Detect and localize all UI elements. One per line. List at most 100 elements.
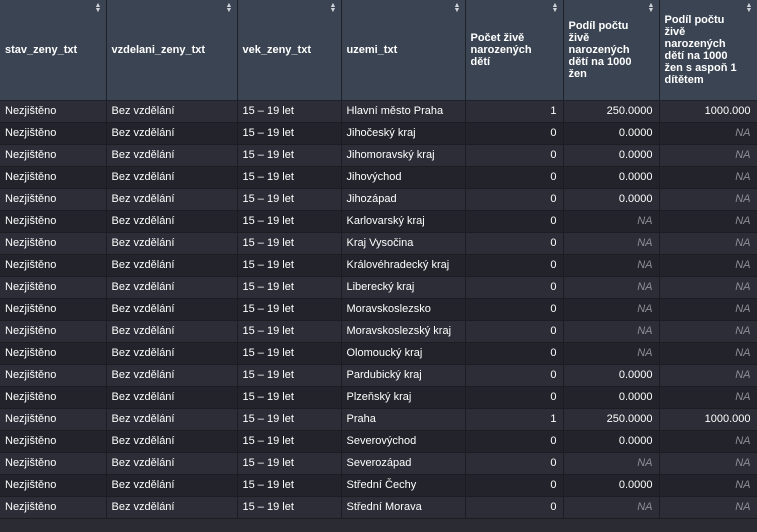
cell-pocet-narozenych[interactable]: 0 xyxy=(465,452,564,475)
table-row[interactable]: Nezjištěno Bez vzdělání 15 – 19 let Moravsk… xyxy=(0,320,757,343)
cell-vzdelani-zeny[interactable]: Bez vzdělání xyxy=(106,144,238,167)
cell-pocet-narozenych[interactable]: 0 xyxy=(465,342,564,365)
cell-stav-zeny[interactable]: Nezjištěno xyxy=(0,320,107,343)
table-row[interactable]: Nezjištěno Bez vzdělání 15 – 19 let Hlavní … xyxy=(0,100,757,123)
sort-arrows-icon[interactable]: ▲ ▼ xyxy=(551,2,559,14)
cell-podil-na-1000-zen[interactable]: NA xyxy=(563,276,660,299)
cell-pocet-narozenych[interactable]: 1 xyxy=(465,408,564,431)
cell-vek-zeny[interactable]: 15 – 19 let xyxy=(237,364,342,387)
cell-vek-zeny[interactable]: 15 – 19 let xyxy=(237,144,342,167)
cell-vzdelani-zeny[interactable]: Bez vzdělání xyxy=(106,474,238,497)
cell-podil-na-1000-zen[interactable]: 0.0000 xyxy=(563,188,660,211)
cell-vzdelani-zeny[interactable]: Bez vzdělání xyxy=(106,496,238,519)
table-row[interactable]: Nezjištěno Bez vzdělání 15 – 19 let Plzeňsk… xyxy=(0,386,757,409)
cell-podil-s-ditetem[interactable]: NA xyxy=(659,276,757,299)
cell-vzdelani-zeny[interactable]: Bez vzdělání xyxy=(106,232,238,255)
cell-uzemi[interactable]: Jihočeský kraj xyxy=(341,122,466,145)
cell-podil-na-1000-zen[interactable]: NA xyxy=(563,298,660,321)
cell-uzemi[interactable]: Královéhradecký kraj xyxy=(341,254,466,277)
table-row[interactable]: Nezjištěno Bez vzdělání 15 – 19 let Jihočes… xyxy=(0,122,757,145)
cell-pocet-narozenych[interactable]: 0 xyxy=(465,298,564,321)
cell-vek-zeny[interactable]: 15 – 19 let xyxy=(237,188,342,211)
cell-stav-zeny[interactable]: Nezjištěno xyxy=(0,254,107,277)
table-row[interactable]: Nezjištěno Bez vzdělání 15 – 19 let Pardubi… xyxy=(0,364,757,387)
sort-arrows-icon[interactable]: ▲ ▼ xyxy=(453,2,461,14)
cell-vzdelani-zeny[interactable]: Bez vzdělání xyxy=(106,188,238,211)
sort-arrows-icon[interactable]: ▲ ▼ xyxy=(329,2,337,14)
cell-podil-na-1000-zen[interactable]: 0.0000 xyxy=(563,166,660,189)
cell-uzemi[interactable]: Olomoucký kraj xyxy=(341,342,466,365)
cell-podil-s-ditetem[interactable]: NA xyxy=(659,496,757,519)
cell-vzdelani-zeny[interactable]: Bez vzdělání xyxy=(106,408,238,431)
cell-uzemi[interactable]: Jihovýchod xyxy=(341,166,466,189)
cell-vek-zeny[interactable]: 15 – 19 let xyxy=(237,254,342,277)
cell-podil-s-ditetem[interactable]: NA xyxy=(659,298,757,321)
cell-stav-zeny[interactable]: Nezjištěno xyxy=(0,298,107,321)
cell-vzdelani-zeny[interactable]: Bez vzdělání xyxy=(106,254,238,277)
cell-podil-na-1000-zen[interactable]: 250.0000 xyxy=(563,408,660,431)
table-row[interactable]: Nezjištěno Bez vzdělání 15 – 19 let Jihomor… xyxy=(0,144,757,167)
cell-vzdelani-zeny[interactable]: Bez vzdělání xyxy=(106,364,238,387)
cell-pocet-narozenych[interactable]: 0 xyxy=(465,320,564,343)
cell-stav-zeny[interactable]: Nezjištěno xyxy=(0,210,107,233)
cell-pocet-narozenych[interactable]: 0 xyxy=(465,496,564,519)
cell-podil-na-1000-zen[interactable]: NA xyxy=(563,254,660,277)
sort-arrows-icon[interactable]: ▲ ▼ xyxy=(647,2,655,14)
cell-vek-zeny[interactable]: 15 – 19 let xyxy=(237,232,342,255)
cell-pocet-narozenych[interactable]: 0 xyxy=(465,166,564,189)
cell-podil-na-1000-zen[interactable]: 0.0000 xyxy=(563,144,660,167)
column-header-podil-na-1000-zen[interactable]: Podíl počtu živě narozených dětí na 1000… xyxy=(563,0,660,101)
cell-stav-zeny[interactable]: Nezjištěno xyxy=(0,188,107,211)
table-row[interactable]: Nezjištěno Bez vzdělání 15 – 19 let Severoz… xyxy=(0,452,757,475)
cell-podil-s-ditetem[interactable]: NA xyxy=(659,474,757,497)
cell-pocet-narozenych[interactable]: 0 xyxy=(465,144,564,167)
cell-vek-zeny[interactable]: 15 – 19 let xyxy=(237,386,342,409)
cell-podil-s-ditetem[interactable]: NA xyxy=(659,386,757,409)
cell-pocet-narozenych[interactable]: 0 xyxy=(465,276,564,299)
cell-pocet-narozenych[interactable]: 0 xyxy=(465,474,564,497)
cell-uzemi[interactable]: Střední Čechy xyxy=(341,474,466,497)
table-row[interactable]: Nezjištěno Bez vzdělání 15 – 19 let Jihozáp… xyxy=(0,188,757,211)
cell-uzemi[interactable]: Pardubický kraj xyxy=(341,364,466,387)
table-row[interactable]: Nezjištěno Bez vzdělání 15 – 19 let Střední… xyxy=(0,496,757,519)
cell-pocet-narozenych[interactable]: 0 xyxy=(465,232,564,255)
cell-vek-zeny[interactable]: 15 – 19 let xyxy=(237,276,342,299)
cell-podil-na-1000-zen[interactable]: NA xyxy=(563,320,660,343)
cell-vzdelani-zeny[interactable]: Bez vzdělání xyxy=(106,210,238,233)
column-header-vzdelani-zeny[interactable]: vzdelani_zeny_txt ▲ ▼ xyxy=(106,0,238,101)
cell-uzemi[interactable]: Plzeňský kraj xyxy=(341,386,466,409)
table-row[interactable]: Nezjištěno Bez vzdělání 15 – 19 let Severov… xyxy=(0,430,757,453)
cell-vzdelani-zeny[interactable]: Bez vzdělání xyxy=(106,386,238,409)
table-row[interactable]: Nezjištěno Bez vzdělání 15 – 19 let Kraj Vy… xyxy=(0,232,757,255)
table-row[interactable]: Nezjištěno Bez vzdělání 15 – 19 let Karlova… xyxy=(0,210,757,233)
cell-vek-zeny[interactable]: 15 – 19 let xyxy=(237,474,342,497)
cell-stav-zeny[interactable]: Nezjištěno xyxy=(0,342,107,365)
cell-uzemi[interactable]: Střední Morava xyxy=(341,496,466,519)
cell-vek-zeny[interactable]: 15 – 19 let xyxy=(237,320,342,343)
cell-podil-na-1000-zen[interactable]: NA xyxy=(563,232,660,255)
cell-uzemi[interactable]: Karlovarský kraj xyxy=(341,210,466,233)
cell-pocet-narozenych[interactable]: 0 xyxy=(465,254,564,277)
cell-uzemi[interactable]: Jihomoravský kraj xyxy=(341,144,466,167)
cell-stav-zeny[interactable]: Nezjištěno xyxy=(0,430,107,453)
cell-pocet-narozenych[interactable]: 0 xyxy=(465,210,564,233)
cell-stav-zeny[interactable]: Nezjištěno xyxy=(0,232,107,255)
cell-podil-na-1000-zen[interactable]: 0.0000 xyxy=(563,430,660,453)
cell-podil-s-ditetem[interactable]: NA xyxy=(659,122,757,145)
table-row[interactable]: Nezjištěno Bez vzdělání 15 – 19 let Střední… xyxy=(0,474,757,497)
cell-stav-zeny[interactable]: Nezjištěno xyxy=(0,144,107,167)
cell-podil-s-ditetem[interactable]: NA xyxy=(659,166,757,189)
cell-stav-zeny[interactable]: Nezjištěno xyxy=(0,276,107,299)
cell-podil-na-1000-zen[interactable]: 0.0000 xyxy=(563,364,660,387)
cell-podil-s-ditetem[interactable]: 1000.000 xyxy=(659,100,757,123)
cell-podil-s-ditetem[interactable]: NA xyxy=(659,452,757,475)
cell-uzemi[interactable]: Jihozápad xyxy=(341,188,466,211)
cell-vek-zeny[interactable]: 15 – 19 let xyxy=(237,342,342,365)
cell-stav-zeny[interactable]: Nezjištěno xyxy=(0,496,107,519)
cell-podil-na-1000-zen[interactable]: 0.0000 xyxy=(563,386,660,409)
column-header-pocet-narozenych[interactable]: Počet živě narozených dětí ▲ ▼ xyxy=(465,0,564,101)
cell-uzemi[interactable]: Kraj Vysočina xyxy=(341,232,466,255)
cell-podil-na-1000-zen[interactable]: 0.0000 xyxy=(563,122,660,145)
table-row[interactable]: Nezjištěno Bez vzdělání 15 – 19 let Králové… xyxy=(0,254,757,277)
cell-stav-zeny[interactable]: Nezjištěno xyxy=(0,166,107,189)
